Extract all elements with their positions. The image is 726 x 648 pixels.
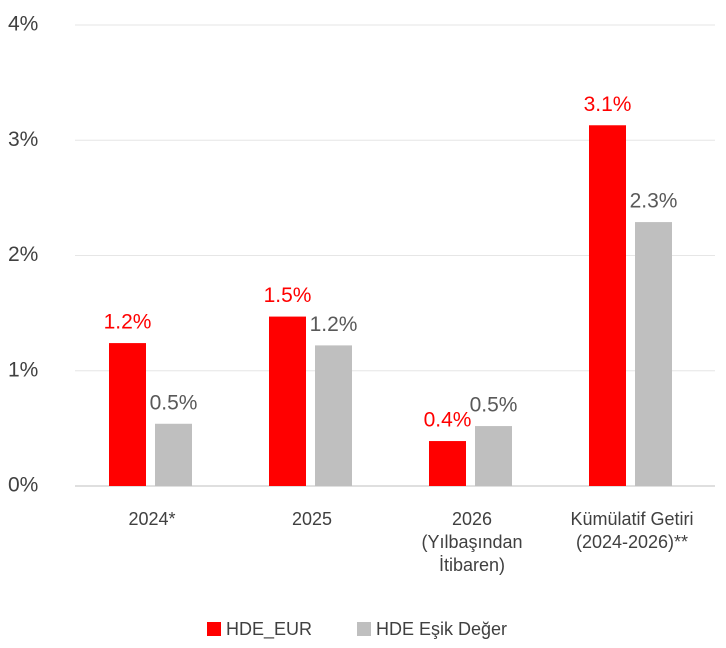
legend-swatch [207,622,221,636]
x-tick-label: 2025 [292,509,332,529]
x-tick-label: Kümülatif Getiri (2024-2026)** [570,509,693,552]
y-tick-label: 3% [8,128,38,151]
bar [109,343,146,486]
data-label: 0.5% [150,391,198,414]
bar [635,222,672,486]
data-label: 0.5% [470,394,518,417]
y-tick-label: 0% [8,474,38,497]
bar [269,316,306,486]
bar [155,423,192,486]
bar [429,441,466,486]
legend-swatch [357,622,371,636]
legend-label: HDE Eşik Değer [376,619,507,639]
y-tick-label: 4% [8,13,38,36]
bar [589,125,626,486]
data-label: 1.2% [104,311,152,334]
bar [315,345,352,486]
data-label: 1.2% [310,313,358,336]
legend-label: HDE_EUR [226,619,312,640]
y-tick-label: 2% [8,243,38,266]
data-label: 2.3% [630,190,678,213]
x-tick-label: 2026 (Yılbaşından İtibaren) [421,509,522,575]
y-tick-label: 1% [8,358,38,381]
bar [475,426,512,486]
data-label: 1.5% [264,284,312,307]
data-label: 0.4% [424,409,472,432]
x-tick-label: 2024* [128,509,175,529]
data-label: 3.1% [584,93,632,116]
